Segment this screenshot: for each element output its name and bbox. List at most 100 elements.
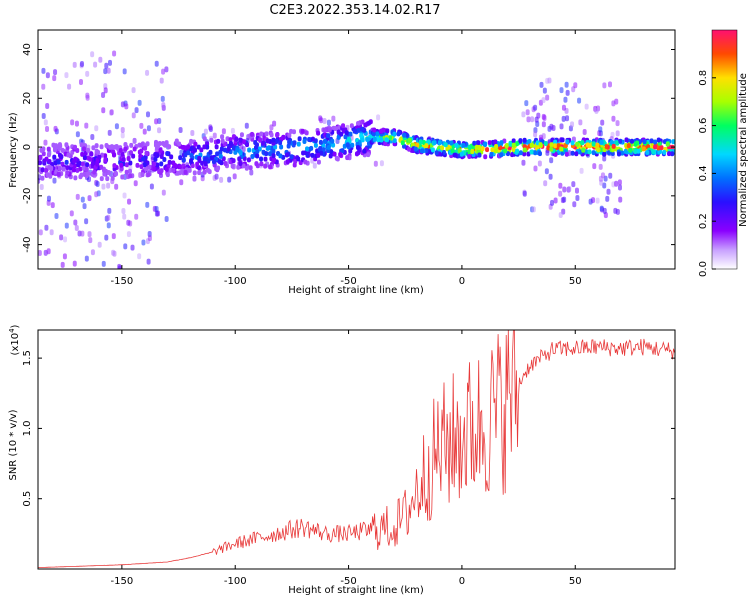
heatmap-cell: [657, 149, 662, 155]
heatmap-cell: [527, 139, 532, 145]
heatmap-cell: [192, 147, 197, 153]
x-tick-label: -150: [111, 576, 134, 587]
heatmap-cell: [114, 171, 119, 177]
heatmap-cell: [146, 125, 151, 132]
heatmap-cell: [570, 121, 575, 128]
heatmap-cell: [212, 132, 217, 139]
heatmap-cell: [608, 172, 613, 179]
heatmap-cell: [366, 120, 371, 126]
heatmap-cell: [307, 136, 312, 142]
heatmap-cell: [52, 177, 57, 184]
heatmap-cell: [75, 167, 80, 173]
heatmap-cell: [74, 120, 79, 127]
heatmap-cell: [189, 138, 194, 144]
heatmap-cell: [155, 210, 160, 217]
colorbar-gradient: [711, 29, 738, 270]
heatmap-cell: [522, 190, 527, 197]
heatmap-cell: [564, 151, 569, 157]
heatmap-cell: [599, 205, 604, 212]
heatmap-cell: [112, 50, 117, 57]
heatmap-cell: [165, 172, 170, 178]
heatmap-cell: [208, 124, 213, 131]
heatmap-cell: [81, 165, 86, 171]
heatmap-cell: [545, 94, 550, 101]
heatmap-cell: [202, 136, 207, 142]
heatmap-cell: [578, 119, 583, 126]
heatmap-cell: [467, 153, 472, 159]
y-tick-label: -40: [22, 236, 33, 252]
heatmap-cell: [88, 156, 93, 162]
heatmap-cell: [472, 140, 477, 146]
heatmap-cell: [265, 145, 270, 151]
heatmap-cell: [153, 142, 158, 148]
heatmap-cell: [620, 150, 625, 156]
heatmap-cell: [126, 231, 131, 238]
x-tick-label: 50: [569, 576, 582, 587]
heatmap-cell: [574, 151, 579, 157]
heatmap-cell: [606, 188, 611, 195]
heatmap-cell: [45, 126, 50, 133]
heatmap-cell: [52, 75, 57, 82]
heatmap-cell: [111, 249, 116, 256]
heatmap-cell: [254, 161, 259, 167]
heatmap-cell: [46, 146, 51, 152]
heatmap-cell: [73, 219, 78, 226]
heatmap-cell: [244, 165, 249, 171]
heatmap-cell: [561, 115, 566, 122]
heatmap-cell: [615, 120, 620, 127]
heatmap-cell: [533, 131, 538, 138]
heatmap-cell: [272, 120, 277, 127]
heatmap-cell: [271, 137, 276, 143]
heatmap-cell: [164, 66, 169, 73]
heatmap-cell: [525, 109, 530, 116]
heatmap-cell: [296, 156, 301, 162]
heatmap-cell: [372, 136, 377, 142]
heatmap-cell: [228, 137, 233, 143]
heatmap-cell: [168, 167, 173, 173]
heatmap-cell: [137, 253, 142, 260]
heatmap-cell: [541, 113, 546, 120]
heatmap-cell: [57, 165, 62, 171]
heatmap-cell: [121, 207, 126, 214]
heatmap-cell: [90, 160, 95, 166]
heatmap-cell: [316, 130, 321, 136]
heatmap-cell: [38, 166, 42, 172]
heatmap-cell: [77, 230, 82, 237]
heatmap-cell: [533, 165, 538, 172]
heatmap-cell: [232, 173, 237, 180]
heatmap-cell: [649, 138, 654, 144]
heatmap-cell: [86, 147, 91, 153]
heatmap-cell: [529, 149, 534, 155]
heatmap-cell: [124, 169, 129, 175]
heatmap-cell: [134, 107, 139, 114]
heatmap-cell: [80, 151, 85, 157]
heatmap-cell: [376, 137, 381, 143]
heatmap-cell: [591, 141, 596, 147]
heatmap-cell: [331, 142, 336, 148]
heatmap-cell: [598, 175, 603, 182]
heatmap-cell: [366, 152, 371, 158]
heatmap-cell: [443, 142, 448, 148]
heatmap-cell: [493, 139, 498, 145]
heatmap-cell: [216, 165, 221, 171]
heatmap-cell: [94, 143, 99, 149]
heatmap-cell: [167, 144, 172, 150]
heatmap-cell: [316, 159, 321, 165]
heatmap-cell: [107, 129, 112, 136]
heatmap-cell: [559, 146, 564, 152]
heatmap-cell: [173, 163, 178, 169]
heatmap-cell: [241, 163, 246, 169]
heatmap-cell: [626, 143, 631, 149]
y-tick-label: 0: [22, 144, 33, 150]
heatmap-cell: [289, 154, 294, 160]
heatmap-cell: [101, 260, 106, 267]
heatmap-cell: [653, 144, 658, 150]
heatmap-cell: [146, 172, 151, 178]
heatmap-cell: [72, 158, 77, 164]
heatmap-cell: [571, 181, 576, 188]
x-tick-label: 0: [459, 576, 465, 587]
heatmap-cell: [56, 159, 61, 165]
heatmap-cell: [577, 97, 582, 104]
heatmap-cell: [264, 151, 269, 157]
heatmap-cell: [221, 156, 226, 162]
